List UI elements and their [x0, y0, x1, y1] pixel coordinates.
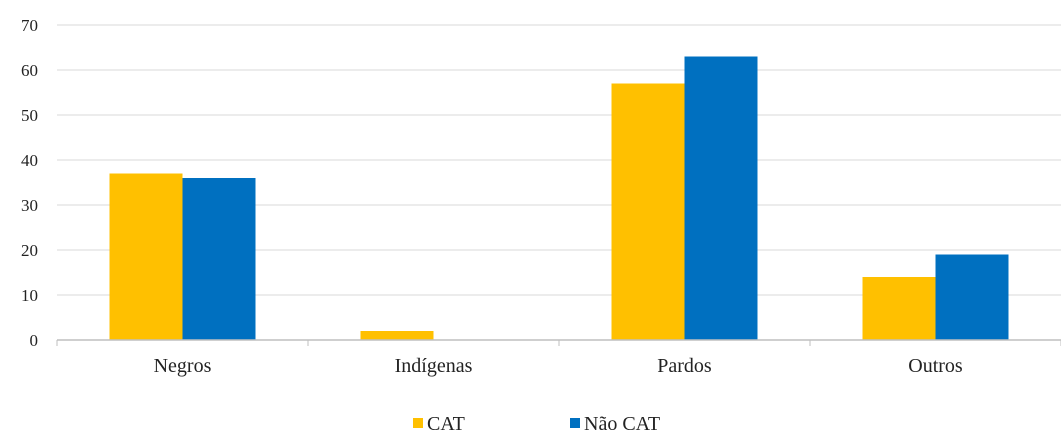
y-axis-ticks: 0 10 20 30 40 50 60 70	[21, 16, 38, 350]
y-tick-label: 20	[21, 241, 38, 260]
bars	[109, 56, 1009, 340]
bar-cat-0	[109, 173, 183, 340]
y-tick-label: 50	[21, 106, 38, 125]
legend: CAT Não CAT	[413, 413, 660, 433]
x-category-label: Pardos	[657, 355, 712, 377]
x-category-label: Negros	[154, 355, 212, 377]
bar-cat-3	[862, 277, 936, 340]
bar-n-o-cat-0	[182, 178, 256, 340]
y-tick-label: 0	[30, 331, 39, 350]
legend-swatch	[413, 418, 423, 428]
y-tick-label: 10	[21, 286, 38, 305]
y-tick-label: 40	[21, 151, 38, 170]
legend-label: CAT	[427, 413, 465, 433]
bar-cat-1	[360, 331, 434, 340]
x-category-label: Indígenas	[395, 355, 473, 377]
bar-n-o-cat-3	[935, 254, 1009, 340]
legend-label: Não CAT	[584, 413, 660, 433]
y-tick-label: 60	[21, 61, 38, 80]
x-axis-labels: Negros Indígenas Pardos Outros	[154, 355, 963, 377]
y-tick-label: 30	[21, 196, 38, 215]
x-category-label: Outros	[908, 355, 963, 377]
bar-n-o-cat-2	[684, 56, 758, 340]
x-axis-ticks	[56, 340, 1061, 346]
legend-swatch	[570, 418, 580, 428]
bar-cat-2	[611, 83, 685, 340]
y-tick-label: 70	[21, 16, 38, 35]
